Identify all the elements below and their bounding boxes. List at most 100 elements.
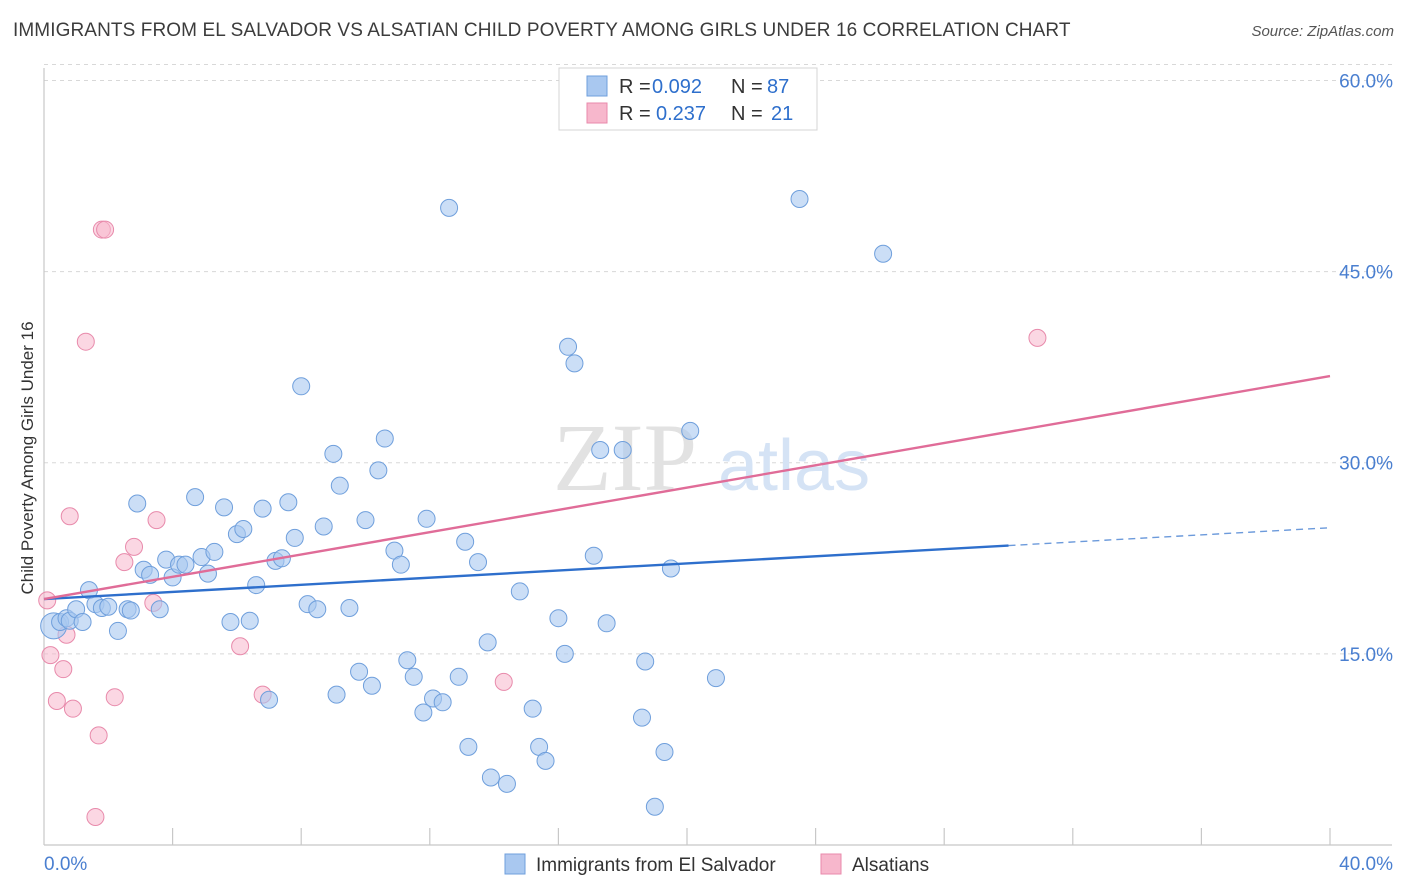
data-point-el-salvador: [459, 737, 478, 756]
stats-box: R = 0.092 N = 87 R = 0.237 N = 21: [558, 67, 818, 131]
legend: Immigrants from El Salvador Alsatians: [504, 853, 929, 876]
trend-lines: [43, 374, 1331, 601]
grid-lines: [44, 63, 1392, 845]
data-point-alsatians: [47, 692, 66, 711]
axes: [43, 68, 1392, 846]
data-point-alsatians: [494, 672, 513, 691]
x-tick-label-min: 0.0%: [44, 854, 87, 875]
data-point-el-salvador: [790, 189, 809, 208]
stats-n-value-blue: 87: [767, 76, 789, 98]
data-point-alsatians: [60, 507, 79, 526]
legend-swatch-alsatians: [820, 853, 842, 875]
watermark: ZIP atlas: [553, 404, 870, 511]
data-point-el-salvador: [253, 499, 272, 518]
data-point-alsatians: [105, 688, 124, 707]
y-tick-label: 60.0%: [1339, 71, 1393, 92]
data-point-el-salvador: [559, 337, 578, 356]
data-point-el-salvador: [497, 774, 516, 793]
data-point-el-salvador: [391, 555, 410, 574]
data-point-el-salvador: [260, 690, 279, 709]
data-point-el-salvador: [555, 644, 574, 663]
trend-line-el-salvador: [43, 544, 1009, 601]
data-point-el-salvador: [469, 553, 488, 572]
data-point-el-salvador: [205, 542, 224, 561]
data-point-el-salvador: [73, 613, 92, 632]
series-el-salvador-points: [40, 189, 893, 816]
data-point-el-salvador: [330, 476, 349, 495]
data-point-alsatians: [125, 537, 144, 556]
data-point-el-salvador: [874, 244, 893, 263]
data-point-el-salvador: [215, 498, 234, 517]
data-point-el-salvador: [645, 797, 664, 816]
data-point-el-salvador: [433, 693, 452, 712]
data-point-el-salvador: [234, 520, 253, 538]
data-point-alsatians: [231, 637, 250, 656]
series-alsatians-points: [38, 220, 1047, 826]
data-point-el-salvador: [565, 354, 584, 373]
y-tick-label: 45.0%: [1339, 263, 1393, 284]
data-point-el-salvador: [356, 511, 375, 530]
data-point-el-salvador: [478, 633, 497, 652]
stats-r-label-blue: R =: [619, 76, 651, 98]
data-point-alsatians: [86, 807, 105, 826]
data-point-el-salvador: [340, 599, 359, 617]
data-point-alsatians: [89, 726, 108, 745]
data-point-el-salvador: [655, 742, 674, 761]
data-point-el-salvador: [375, 429, 394, 448]
data-point-el-salvador: [404, 667, 423, 686]
data-point-el-salvador: [632, 708, 651, 727]
watermark-atlas: atlas: [718, 426, 870, 506]
data-point-el-salvador: [240, 611, 259, 630]
data-point-el-salvador: [292, 377, 311, 396]
source-label: Source: ZipAtlas.com: [1251, 23, 1394, 40]
data-point-el-salvador: [121, 601, 140, 620]
data-point-el-salvador: [108, 621, 127, 640]
data-point-alsatians: [115, 553, 134, 572]
x-tick-label-max: 40.0%: [1339, 854, 1393, 875]
data-point-alsatians: [63, 699, 82, 718]
data-point-alsatians: [38, 591, 57, 610]
legend-swatch-el-salvador: [504, 853, 526, 875]
data-point-el-salvador: [128, 494, 147, 513]
y-axis-label: Child Poverty Among Girls Under 16: [18, 321, 37, 594]
data-point-alsatians: [76, 332, 95, 351]
data-point-el-salvador: [327, 685, 346, 704]
trend-line-alsatians: [43, 374, 1331, 601]
data-point-el-salvador: [414, 703, 433, 722]
data-point-el-salvador: [176, 555, 195, 574]
data-point-el-salvador: [247, 576, 266, 595]
data-point-el-salvador: [279, 493, 298, 512]
data-point-el-salvador: [324, 444, 343, 463]
data-point-el-salvador: [613, 441, 632, 459]
data-point-el-salvador: [523, 699, 542, 718]
data-point-el-salvador: [221, 613, 240, 632]
stats-n-label-pink: N =: [731, 103, 763, 125]
data-point-el-salvador: [597, 614, 616, 633]
legend-label-el-salvador: Immigrants from El Salvador: [536, 855, 776, 876]
data-point-el-salvador: [661, 559, 680, 578]
data-point-alsatians: [1028, 328, 1047, 347]
data-point-alsatians: [41, 646, 60, 665]
data-point-el-salvador: [636, 652, 655, 671]
data-point-el-salvador: [449, 667, 468, 686]
data-point-el-salvador: [456, 532, 475, 551]
data-point-el-salvador: [681, 421, 700, 440]
data-point-el-salvador: [99, 597, 118, 616]
data-point-el-salvador: [584, 546, 603, 565]
stats-r-value-blue: 0.092: [652, 76, 702, 98]
data-point-el-salvador: [398, 651, 417, 670]
legend-label-alsatians: Alsatians: [852, 855, 929, 876]
data-point-el-salvador: [481, 768, 500, 787]
data-point-el-salvador: [549, 609, 568, 628]
data-point-alsatians: [96, 220, 115, 239]
y-tick-label: 15.0%: [1339, 645, 1393, 666]
data-point-el-salvador: [314, 517, 333, 536]
data-point-el-salvador: [591, 441, 610, 459]
data-point-alsatians: [54, 660, 73, 679]
data-point-el-salvador: [350, 662, 369, 681]
data-point-alsatians: [147, 511, 166, 530]
stats-r-label-pink: R =: [619, 103, 651, 125]
x-tick-labels: 0.0% 40.0%: [44, 854, 1393, 875]
y-tick-labels: 15.0% 30.0% 45.0% 60.0%: [1339, 71, 1393, 665]
